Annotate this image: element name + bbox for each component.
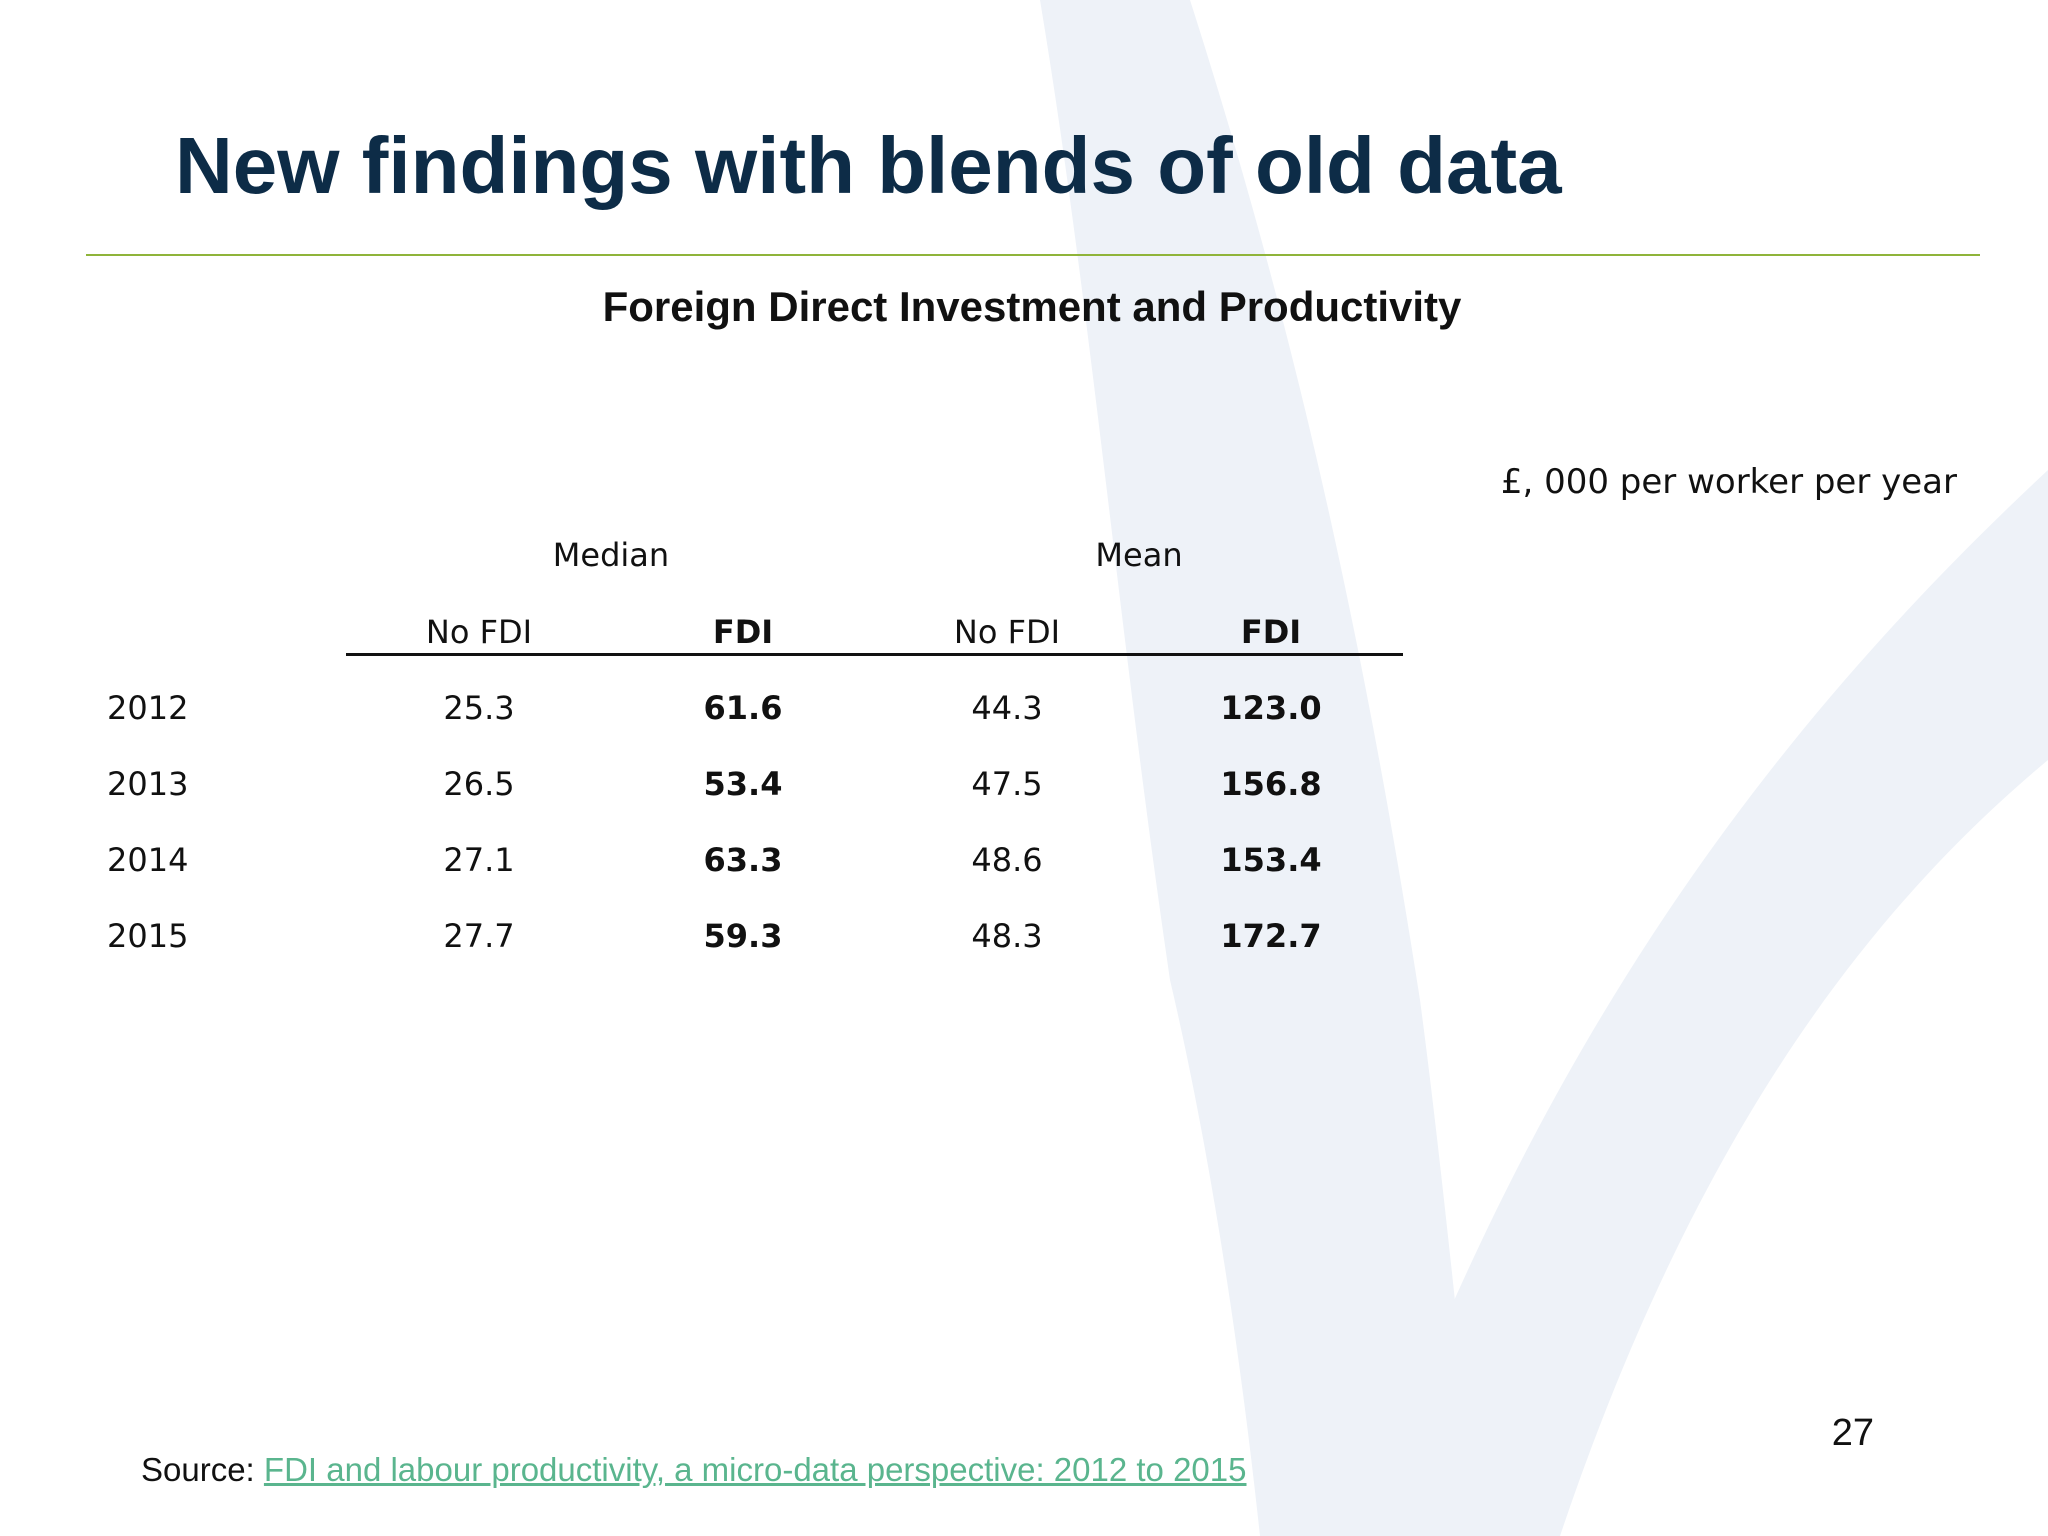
page-number: 27: [1831, 1412, 1874, 1454]
units-label: £, 000 per worker per year: [1500, 462, 1957, 502]
group-header-mean: Mean: [1095, 536, 1183, 574]
cell-mean-fdi: 123.0: [1220, 689, 1322, 727]
header-underline: [346, 653, 1403, 656]
cell-mean-no-fdi: 48.6: [971, 841, 1043, 879]
source-label: Source:: [141, 1451, 264, 1488]
source-citation: Source: FDI and labour productivity, a m…: [141, 1448, 1247, 1492]
title-divider: [86, 254, 1980, 256]
source-link[interactable]: FDI and labour productivity, a micro-dat…: [263, 1451, 1247, 1488]
cell-mean-no-fdi: 48.3: [971, 917, 1043, 955]
cell-median-no-fdi: 26.5: [443, 765, 515, 803]
cell-median-no-fdi: 27.1: [443, 841, 515, 879]
cell-median-fdi: 61.6: [703, 689, 783, 727]
cell-mean-no-fdi: 44.3: [971, 689, 1043, 727]
row-year: 2013: [107, 765, 189, 803]
cell-mean-fdi: 156.8: [1220, 765, 1322, 803]
cell-median-no-fdi: 27.7: [443, 917, 515, 955]
column-header-median-no-fdi: No FDI: [425, 613, 533, 651]
row-year: 2015: [107, 917, 189, 955]
cell-median-no-fdi: 25.3: [443, 689, 515, 727]
cell-mean-fdi: 172.7: [1220, 917, 1322, 955]
column-header-mean-fdi: FDI: [1240, 613, 1302, 651]
row-year: 2014: [107, 841, 189, 879]
table-title: Foreign Direct Investment and Productivi…: [602, 283, 1462, 330]
slide-title: New findings with blends of old data: [175, 121, 1562, 210]
cell-median-fdi: 59.3: [703, 917, 783, 955]
cell-median-fdi: 63.3: [703, 841, 783, 879]
cell-median-fdi: 53.4: [703, 765, 783, 803]
cell-mean-fdi: 153.4: [1220, 841, 1322, 879]
group-header-median: Median: [552, 536, 670, 574]
row-year: 2012: [107, 689, 189, 727]
cell-mean-no-fdi: 47.5: [971, 765, 1043, 803]
column-header-mean-no-fdi: No FDI: [953, 613, 1061, 651]
column-header-median-fdi: FDI: [712, 613, 774, 651]
